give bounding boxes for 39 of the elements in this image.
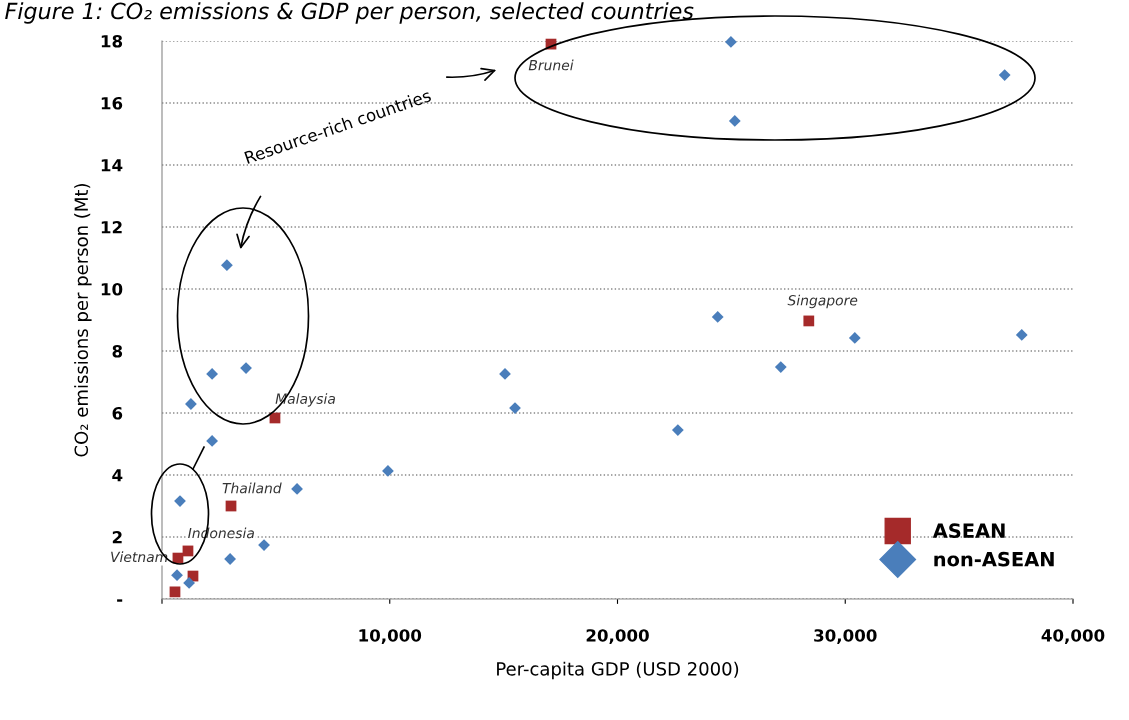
y-tick-label: 10 [101, 282, 123, 296]
y-tick-label: 6 [112, 406, 123, 420]
point [169, 586, 181, 598]
point [728, 115, 741, 127]
point [291, 483, 303, 495]
annotation: Thailand [222, 482, 282, 494]
y-tick-label: 8 [112, 344, 123, 358]
x-axis-title: Per-capita GDP (USD 2000) [497, 661, 739, 680]
y-tick-label: - [117, 599, 123, 602]
x-tick-label: 20,000 [586, 629, 649, 644]
chart-title: Figure 1: CO₂ emissions & GDP per person, selected countries [5, 2, 694, 24]
x-tick-label: 30,000 [814, 629, 877, 644]
annotation: Singapore [787, 294, 858, 309]
point [183, 576, 195, 589]
y-tick-label: 2 [112, 530, 122, 544]
point [803, 315, 815, 327]
point [998, 69, 1011, 81]
legend-label: ASEAN [932, 523, 1005, 539]
x-tick-label: 40,000 [1041, 629, 1105, 644]
point [206, 368, 218, 380]
point [711, 311, 724, 323]
y-tick-label: 16 [101, 96, 123, 110]
legend-label: non-ASEAN [934, 551, 1054, 567]
point [774, 361, 787, 374]
point [1015, 328, 1028, 341]
point [206, 435, 218, 447]
point [848, 332, 861, 344]
y-tick-label: 4 [112, 469, 123, 482]
x-tick-label: 10,000 [359, 629, 422, 644]
y-tick-label: 14 [101, 159, 123, 172]
point [221, 259, 233, 272]
y-axis-title: CO₂ emissions per person (Mt) [74, 184, 92, 457]
y-tick-label: 12 [101, 220, 122, 234]
point [725, 36, 737, 48]
point [671, 424, 684, 436]
y-tick-label: 18 [101, 34, 123, 48]
point [171, 569, 183, 582]
annotation: Brunei [528, 59, 574, 71]
point [382, 465, 394, 477]
